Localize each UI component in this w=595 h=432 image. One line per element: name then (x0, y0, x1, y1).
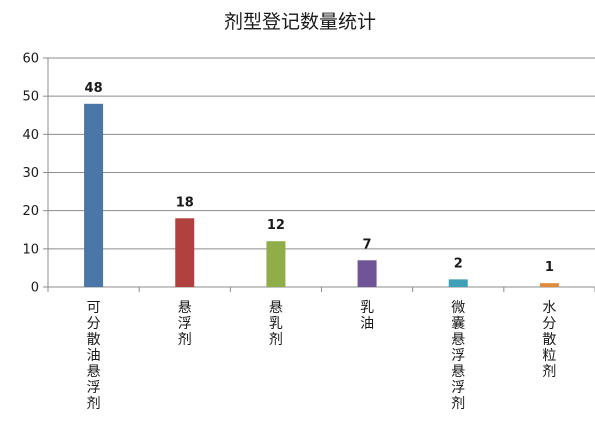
bar (266, 241, 286, 287)
y-axis-ticks: 0 10 20 30 40 50 60 (22, 52, 39, 296)
y-tick-label: 10 (22, 242, 39, 257)
x-category-label: 乳油 (360, 300, 374, 332)
gridlines (48, 57, 595, 250)
data-label: 48 (85, 81, 103, 96)
y-tick-label: 0 (31, 281, 39, 296)
x-category-label: 悬乳剂 (269, 300, 283, 348)
bar (84, 103, 104, 287)
chart-title: 剂型登记数量统计 (224, 11, 376, 33)
x-axis-categories: 可分散油悬浮剂 悬浮剂 悬乳剂 乳油 微囊悬浮悬浮剂 水分散粒剂 (87, 300, 557, 412)
x-category-label: 悬浮剂 (178, 300, 192, 348)
data-label: 18 (176, 195, 194, 210)
y-tick-label: 30 (22, 166, 39, 181)
bar (357, 260, 377, 287)
y-tick-label: 20 (22, 204, 39, 219)
bar (448, 279, 468, 287)
data-label: 2 (454, 256, 463, 271)
y-tick-label: 40 (22, 128, 39, 143)
bars (84, 103, 559, 287)
data-label: 7 (363, 237, 372, 252)
bar (175, 218, 195, 287)
x-category-label: 微囊悬浮悬浮剂 (451, 300, 465, 412)
data-label: 12 (267, 218, 285, 233)
x-category-label: 可分散油悬浮剂 (87, 300, 101, 412)
axes (43, 57, 595, 292)
bar (539, 283, 559, 287)
data-labels: 48 18 12 7 2 1 (85, 81, 554, 275)
y-tick-label: 50 (22, 90, 39, 105)
data-label: 1 (545, 260, 554, 275)
y-tick-label: 60 (22, 52, 39, 67)
x-category-label: 水分散粒剂 (542, 300, 556, 380)
